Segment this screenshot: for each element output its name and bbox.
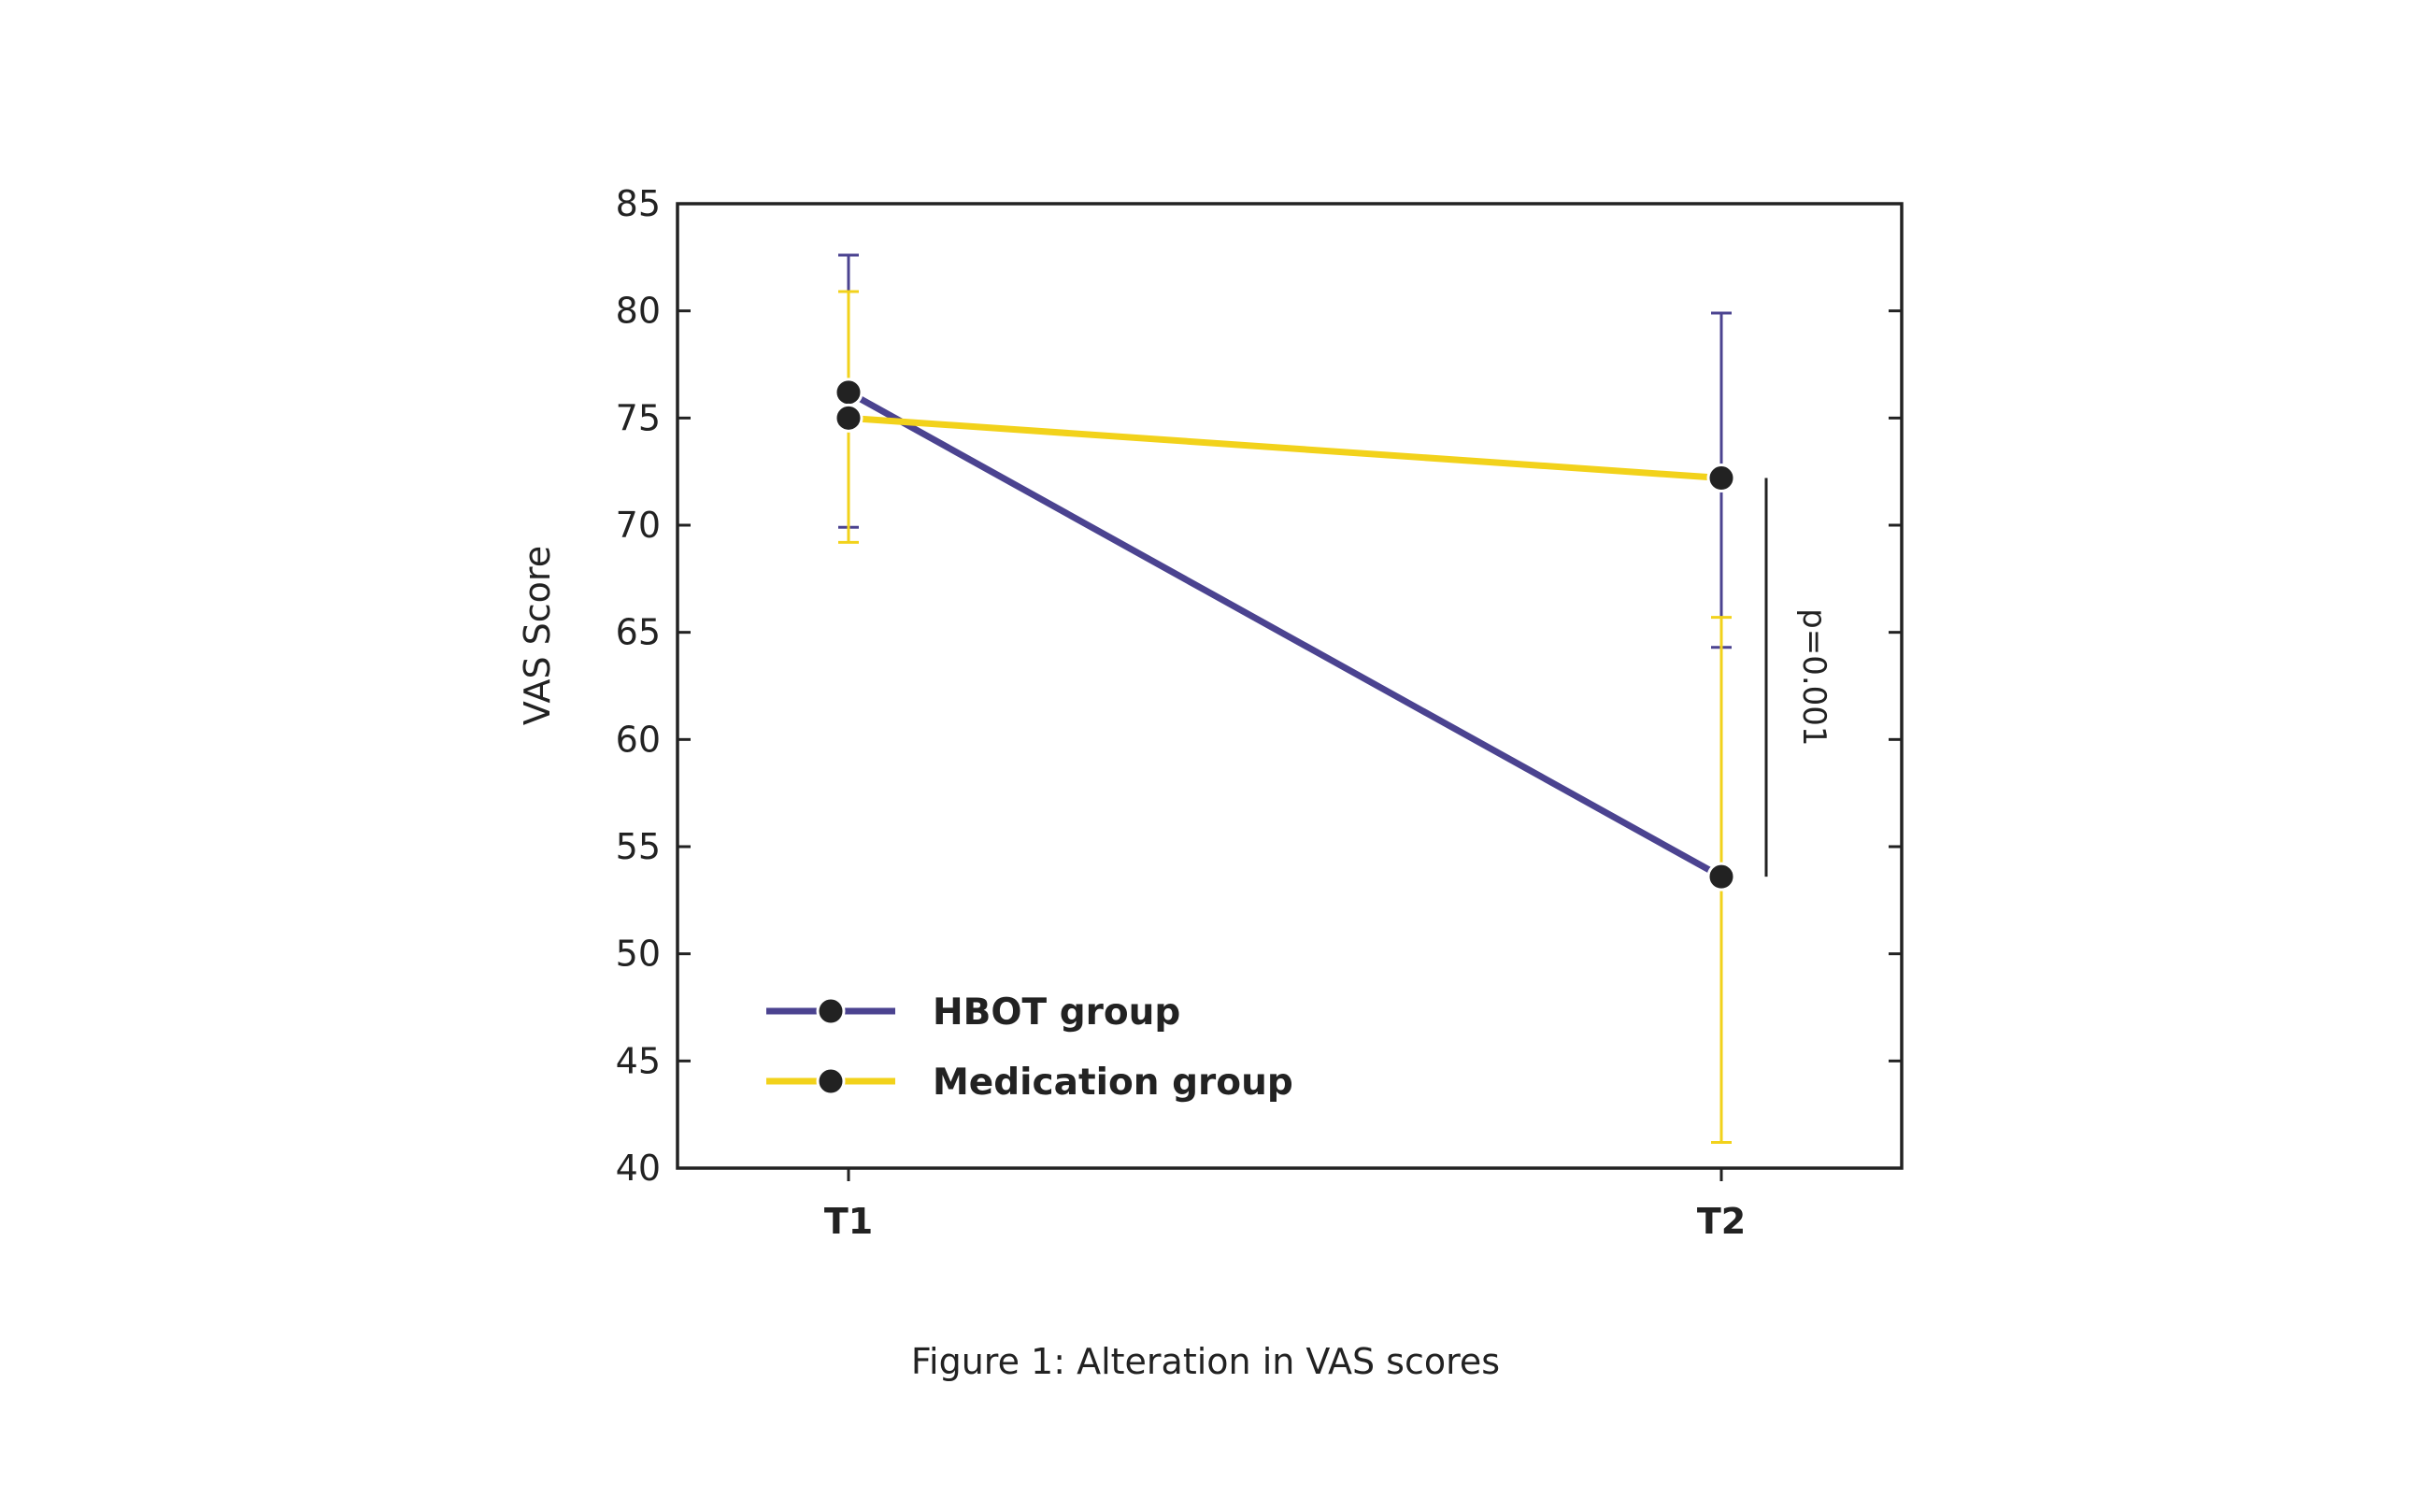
- hbot-series-line: [847, 389, 1723, 880]
- y-tick-label: 60: [616, 719, 661, 760]
- y-tick-label: 50: [616, 934, 661, 975]
- y-axis-title: VAS Score: [517, 546, 558, 725]
- y-tick-label: 55: [616, 826, 661, 867]
- medication-series-line: [848, 414, 1722, 482]
- y-tick-label: 75: [616, 397, 661, 438]
- figure-caption: Figure 1: Alteration in VAS scores: [911, 1341, 1500, 1382]
- hbot-point-t1: [834, 378, 863, 407]
- legend-label-medication: Medication group: [933, 1062, 1293, 1104]
- p-value-annotation: p=0.001: [1795, 608, 1833, 746]
- legend-swatch-marker: [816, 1066, 846, 1096]
- y-tick-label: 70: [616, 505, 661, 546]
- plot-frame: [676, 202, 1904, 1170]
- y-tick-label: 65: [616, 612, 661, 653]
- y-tick-label: 85: [616, 183, 661, 224]
- plot-area: 40 45 50 55 60 65 70 75 80 85 T1 T2 p=0.001 HBOT grou…: [616, 183, 1904, 1242]
- y-tick-label: 45: [616, 1040, 661, 1081]
- y-tick-label: 40: [616, 1148, 661, 1189]
- legend-label-hbot: HBOT group: [933, 991, 1180, 1034]
- x-category-label-t2: T2: [1697, 1201, 1746, 1242]
- legend-swatch-marker: [816, 996, 846, 1026]
- y-tick-label: 80: [616, 291, 661, 332]
- medication-point-t1: [834, 403, 863, 433]
- medication-point-t2: [1706, 464, 1736, 493]
- hbot-point-t2: [1706, 862, 1736, 892]
- x-category-label-t1: T1: [824, 1201, 873, 1242]
